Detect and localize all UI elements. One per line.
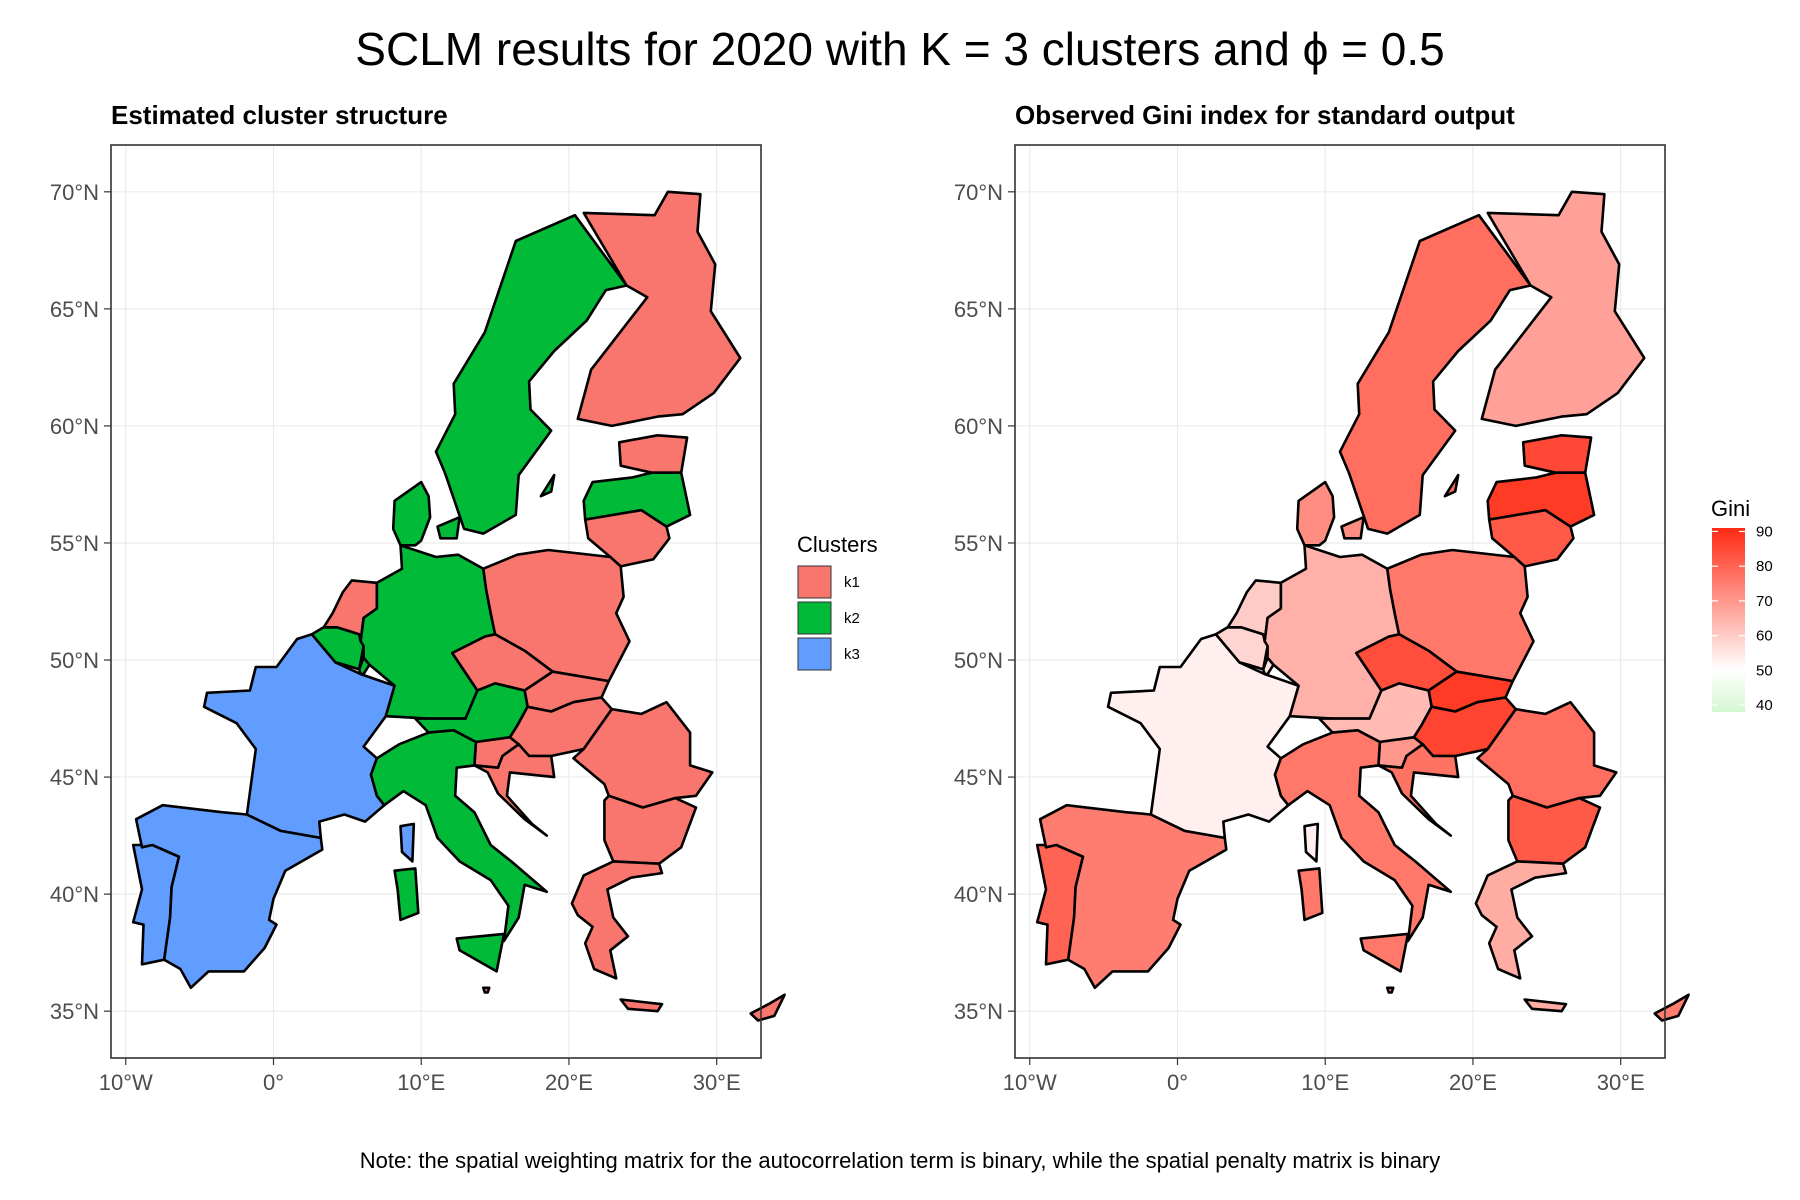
border-italy <box>1273 729 1453 943</box>
y-tick-label: 65°N <box>50 297 99 322</box>
x-tick-label: 20°E <box>1449 1070 1497 1095</box>
x-tick-label: 20°E <box>545 1070 593 1095</box>
y-tick-label: 40°N <box>954 882 1003 907</box>
right-map-panel: 10°W 0° 10°E 20°E 30°E 70°N 65°N 60°N 55°N 50°N 45… <box>954 144 1690 1095</box>
border-bulgaria <box>1507 794 1602 865</box>
y-tick-label: 55°N <box>954 531 1003 556</box>
y-tick-label: 60°N <box>50 414 99 439</box>
x-tick-label: 10°W <box>1003 1070 1057 1095</box>
border-crete <box>1523 998 1568 1013</box>
border-gotland <box>539 473 556 498</box>
border-finland <box>576 190 742 428</box>
border-gotland <box>1443 473 1460 498</box>
border-italy <box>369 729 549 943</box>
border-lithuania <box>1487 508 1575 568</box>
border-romania <box>572 700 714 809</box>
x-tick-label: 30°E <box>693 1070 741 1095</box>
border-sicily <box>455 932 506 973</box>
border-cyprus <box>1653 993 1690 1022</box>
legend-key-k3 <box>797 637 832 671</box>
border-corsica <box>399 822 416 863</box>
border-zealand <box>436 515 461 540</box>
border-sardinia <box>393 867 420 922</box>
panel-border <box>1014 144 1666 1059</box>
colorbar-label: 50 <box>1756 662 1773 679</box>
legend-key-k2 <box>797 601 832 635</box>
border-sicily <box>1359 932 1410 973</box>
y-tick-label: 45°N <box>50 765 99 790</box>
border-sweden <box>434 213 628 535</box>
y-tick-label: 70°N <box>954 180 1003 205</box>
x-tick-label: 10°E <box>1301 1070 1349 1095</box>
cluster-legend-title: Clusters <box>797 532 878 557</box>
border-greece <box>1474 860 1568 980</box>
border-poland <box>482 548 631 683</box>
legend-key-k1 <box>797 565 832 599</box>
y-tick-label: 50°N <box>50 648 99 673</box>
y-tick-label: 35°N <box>954 999 1003 1024</box>
border-malta <box>482 986 491 994</box>
border-greece <box>570 860 664 980</box>
border-finland <box>1480 190 1646 428</box>
legend-label-k3: k3 <box>844 646 860 663</box>
border-denmark <box>1295 480 1336 547</box>
border-malta <box>1386 986 1395 994</box>
colorbar-label: 90 <box>1756 523 1773 540</box>
legend-label-k2: k2 <box>844 610 860 627</box>
y-tick-label: 45°N <box>954 765 1003 790</box>
gini-legend-title: Gini <box>1711 496 1750 521</box>
colorbar-label: 70 <box>1756 593 1773 610</box>
x-tick-label: 30°E <box>1597 1070 1645 1095</box>
cluster-legend: Clusters k1 k2 k3 <box>797 532 878 671</box>
border-luxembourg <box>357 656 371 676</box>
y-tick-label: 40°N <box>50 882 99 907</box>
border-denmark <box>391 480 432 547</box>
border-croatia <box>473 743 556 837</box>
x-tick-label: 0° <box>1167 1070 1188 1095</box>
border-bulgaria <box>603 794 698 865</box>
colorbar-label: 40 <box>1756 697 1773 714</box>
x-tick-label: 10°W <box>99 1070 153 1095</box>
panel-border <box>110 144 762 1059</box>
y-tick-label: 70°N <box>50 180 99 205</box>
border-cyprus <box>749 993 786 1022</box>
left-map-panel: 10°W 0° 10°E 20°E 30°E 70°N 65°N 60°N 55°N 50°N 45… <box>50 144 786 1095</box>
left-panel-title: Estimated cluster structure <box>111 100 448 130</box>
gini-legend: Gini 90 80 70 60 50 40 <box>1711 496 1773 714</box>
border-sweden <box>1338 213 1532 535</box>
colorbar-label: 80 <box>1756 558 1773 575</box>
border-luxembourg <box>1261 656 1275 676</box>
y-tick-label: 35°N <box>50 999 99 1024</box>
border-zealand <box>1340 515 1365 540</box>
gini-colorbar <box>1712 528 1745 712</box>
main-title: SCLM results for 2020 with K = 3 cluster… <box>355 23 1445 75</box>
x-tick-label: 0° <box>263 1070 284 1095</box>
y-tick-label: 50°N <box>954 648 1003 673</box>
footnote: Note: the spatial weighting matrix for t… <box>359 1148 1441 1173</box>
colorbar-label: 60 <box>1756 628 1773 645</box>
right-panel-title: Observed Gini index for standard output <box>1015 100 1515 130</box>
x-tick-label: 10°E <box>397 1070 445 1095</box>
border-crete <box>619 998 664 1013</box>
y-tick-label: 65°N <box>954 297 1003 322</box>
y-tick-label: 60°N <box>954 414 1003 439</box>
border-croatia <box>1377 743 1460 837</box>
legend-label-k1: k1 <box>844 574 860 591</box>
border-corsica <box>1303 822 1320 863</box>
border-sardinia <box>1297 867 1324 922</box>
border-lithuania <box>583 508 671 568</box>
border-poland <box>1386 548 1535 683</box>
border-romania <box>1476 700 1618 809</box>
y-tick-label: 55°N <box>50 531 99 556</box>
